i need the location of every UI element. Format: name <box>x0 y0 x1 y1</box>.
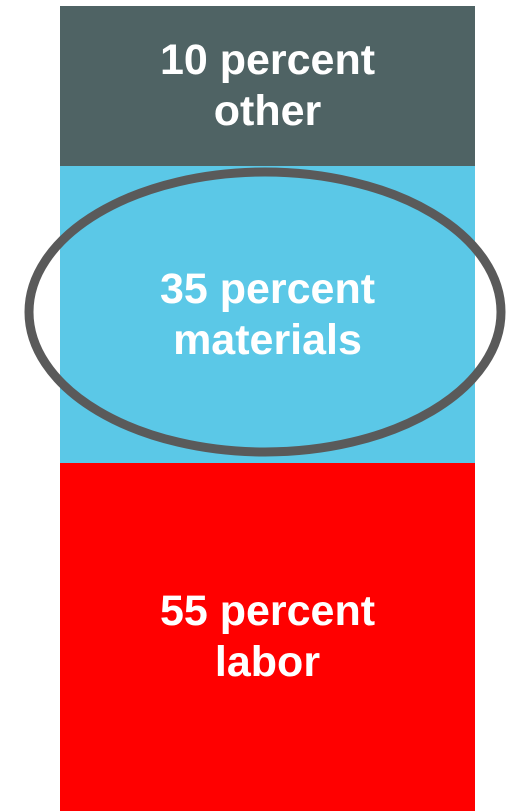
bar-segment-other: 10 percent other <box>60 6 475 166</box>
segment-category-label: labor <box>214 638 321 686</box>
bar-segment-labor: 55 percent labor <box>60 463 475 811</box>
segment-percent-label: 10 percent <box>159 36 376 85</box>
segment-percent-label: 35 percent <box>159 264 376 313</box>
stacked-bar: 10 percent other 35 percent materials 55 per… <box>60 6 475 811</box>
segment-label-labor: 55 percent labor <box>160 586 375 687</box>
segment-category-label: materials <box>173 315 362 364</box>
bar-segment-materials: 35 percent materials <box>60 166 475 463</box>
segment-label-materials: 35 percent materials <box>160 264 375 365</box>
segment-category-label: other <box>213 87 322 135</box>
segment-percent-label: 55 percent <box>159 587 376 636</box>
segment-label-other: 10 percent other <box>160 35 375 136</box>
